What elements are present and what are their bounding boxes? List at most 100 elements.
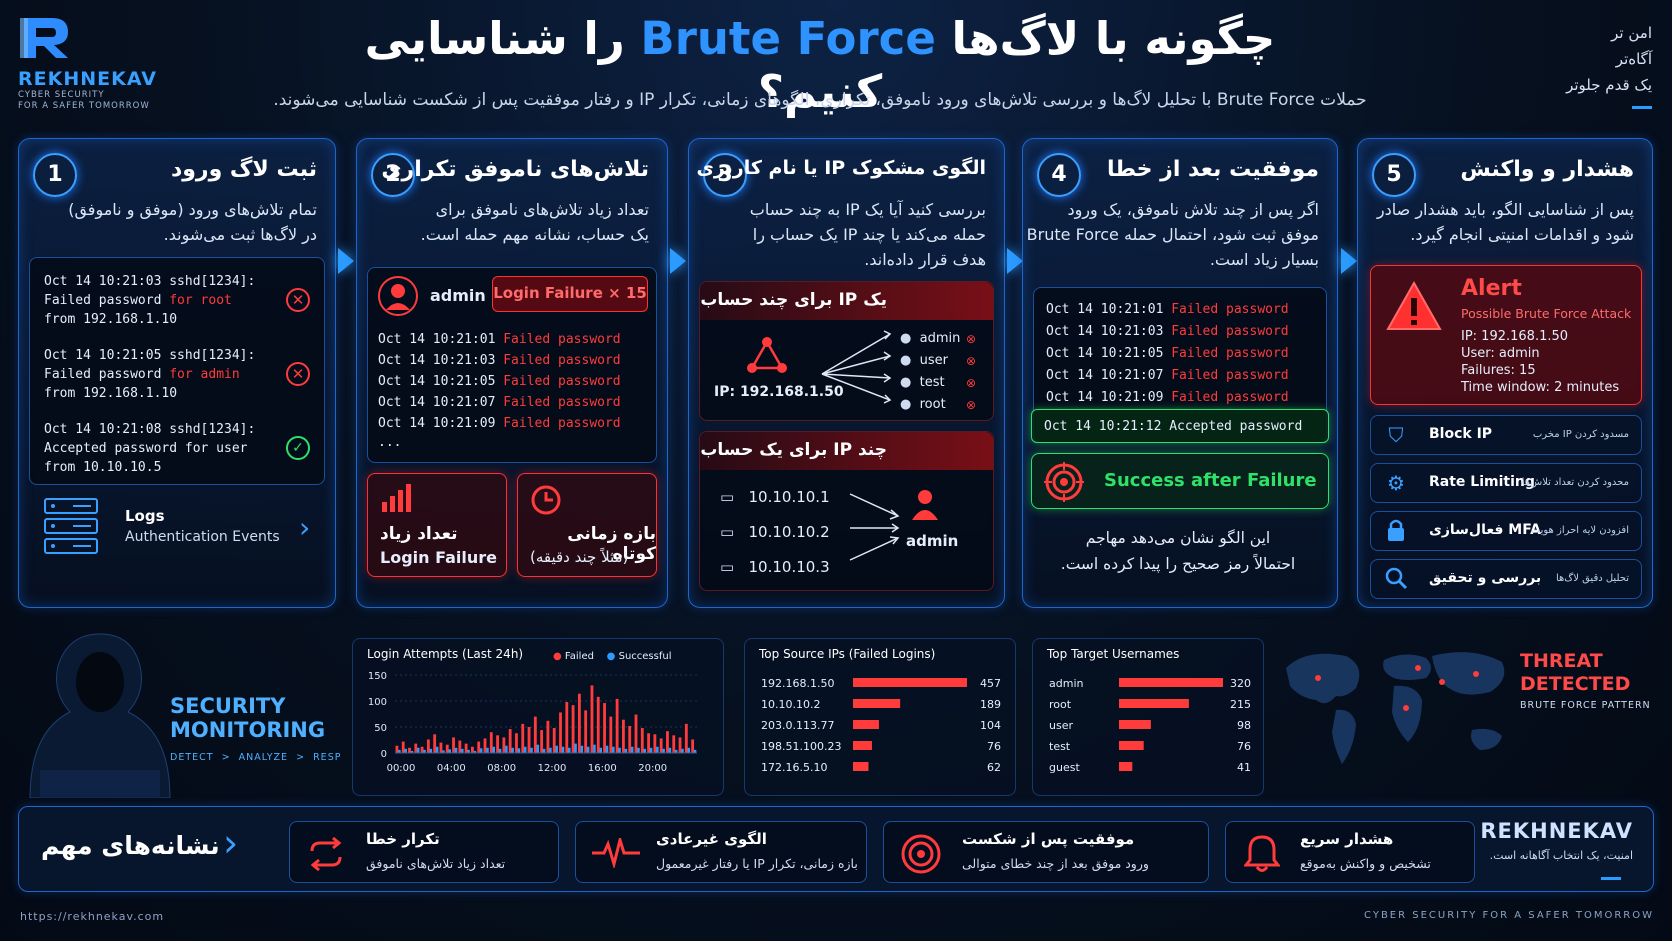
top-ips-card: Top Source IPs (Failed Logins) 192.168.1… [744, 638, 1016, 796]
bar [1119, 720, 1151, 729]
alert-subtitle: Possible Brute Force Attack [1461, 306, 1632, 321]
brand-name: REKHNEKAV [18, 68, 157, 90]
failed-bar [596, 696, 600, 753]
box-title: چند IP برای یک حساب [700, 440, 887, 460]
failed-bar [521, 723, 525, 753]
bar-value-label: 98 [1237, 719, 1251, 732]
successful-bar [649, 747, 653, 753]
successful-bar [542, 748, 546, 753]
failed-bar [477, 741, 481, 753]
top-users-card: Top Target Usernames admin 320 root 215 user… [1032, 638, 1264, 796]
log-ellipsis: ... [378, 435, 402, 450]
successful-bar [574, 743, 577, 753]
bar-value-label: 41 [1237, 761, 1251, 774]
indicator-anomaly: الگوی غیرعادی بازه زمانی، تکرار IP یا رف… [575, 821, 867, 883]
successful-bar [681, 748, 684, 753]
world-map-icon [1286, 652, 1505, 764]
bar-chart-icon [382, 484, 411, 512]
successful-bar [435, 746, 439, 753]
user-row: ● root [900, 397, 946, 412]
box-title: یک IP برای چند حساب [700, 290, 887, 310]
step-number: 3 [703, 153, 747, 197]
fail-icon: ⊗ [966, 398, 977, 412]
failed-bar [452, 737, 455, 753]
action-sub: مسدود کردن IP مخرب [1532, 429, 1629, 440]
action-block-ip[interactable]: ⛉ Block IP مسدود کردن IP مخرب [1370, 415, 1642, 455]
indicators-strip: نشانه‌های مهم › تکرار خطا تعداد زیاد تلا… [18, 806, 1654, 892]
step-description: پس از شناسایی الگو، باید هشدار صادر شود … [1377, 197, 1634, 247]
bar [853, 720, 879, 729]
action-investigate[interactable]: بررسی و تحقیق تحلیل دقیق لاگ‌ها [1370, 559, 1642, 599]
desc-line: در لاگ‌ها ثبت می‌شوند. [163, 225, 317, 244]
log-line: from 192.168.1.10 [44, 386, 178, 401]
failed-bar [609, 716, 613, 753]
bar-category-label: 172.16.5.10 [761, 761, 827, 774]
log-msg: Failed password [1171, 368, 1289, 383]
desc-line: هدف قرار داده‌اند. [864, 250, 986, 269]
indicator-title: تکرار خطا [366, 830, 440, 848]
bar-value-label: 320 [1230, 677, 1251, 690]
title-suffix: را شناسایی کنیم؟ [364, 12, 883, 118]
monitoring-title-line: MONITORING [170, 718, 326, 742]
bar-category-label: 198.51.100.23 [761, 740, 841, 753]
indicator-fast-alert: هشدار سریع تشخیص و واکنش به‌موقع [1225, 821, 1475, 883]
bar-value-label: 189 [980, 698, 1001, 711]
failed-bar [653, 734, 657, 753]
indicator-title: الگوی غیرعادی [656, 830, 767, 848]
step-number: 5 [1372, 153, 1416, 197]
alert-line: IP: 192.168.1.50 [1461, 329, 1569, 344]
failed-bar [414, 743, 418, 753]
alert-box: Alert Possible Brute Force Attack IP: 19… [1370, 265, 1642, 405]
monitoring-sub: DETECT > ANALYZE > RESPOND [170, 752, 340, 763]
chevron-right-icon[interactable]: › [299, 511, 311, 544]
successful-bar [467, 749, 470, 753]
ip-row: ▭ 10.10.10.2 [720, 523, 830, 541]
ip-address: 10.10.10.3 [748, 558, 830, 576]
footer-url[interactable]: https://rekhnekav.com [20, 910, 165, 923]
step-title: موفقیت بعد از خطا [1106, 157, 1319, 182]
ip-address: 10.10.10.2 [748, 523, 830, 541]
user-icon [912, 490, 938, 520]
failed-bar [533, 716, 537, 753]
successful-bar [662, 748, 665, 753]
log-list: Oct 14 10:21:01 Failed password Oct 14 1… [378, 330, 621, 452]
user-row: ● user [900, 353, 948, 368]
ip-address: 10.10.10.1 [748, 488, 830, 506]
log-line: from 192.168.1.10 [44, 312, 178, 327]
fanin-arrows [849, 493, 900, 561]
successful-bar [561, 746, 565, 753]
log-text: Failed password [44, 293, 162, 308]
desc-line: اگر پس از چند تلاش ناموفق، یک ورود [1067, 200, 1319, 219]
target-icon [1044, 462, 1084, 502]
log-user: for root [169, 293, 232, 308]
failed-bar [496, 735, 499, 753]
step-1-panel: 1 ثبت لاگ ورود تمام تلاش‌های ورود (موفق … [18, 138, 336, 608]
indicator-desc: تعداد زیاد تلاش‌های ناموفق [366, 856, 506, 871]
step-number: 4 [1037, 153, 1081, 197]
monitoring-title-line: SECURITY [170, 694, 286, 718]
desc-line: بسیار زیاد است. [1209, 250, 1319, 269]
shield-icon: ⛉ [1388, 423, 1404, 447]
log-msg: Failed password [1171, 324, 1289, 339]
log-entry: Oct 14 10:21:03 sshd[1234]: Failed passw… [44, 272, 255, 329]
x-tick-label: 00:00 [387, 763, 416, 774]
successful-bar [605, 745, 609, 753]
step-4-panel: 4 موفقیت بعد از خطا اگر پس از چند تلاش ن… [1022, 138, 1338, 608]
successful-bar [398, 749, 401, 753]
network-icon [747, 337, 787, 373]
log-entry: Oct 14 10:21:05 sshd[1234]: Failed passw… [44, 346, 255, 403]
bar [1119, 678, 1223, 687]
log-entry: Oct 14 10:21:08 sshd[1234]: Accepted pas… [44, 420, 255, 477]
fail-icon: ⊗ [966, 376, 977, 390]
action-enable-mfa[interactable]: فعال‌سازی MFA افزودن لایه احراز هویت [1370, 511, 1642, 551]
ip-row: ▭ 10.10.10.3 [720, 558, 830, 576]
successful-bar [454, 747, 458, 753]
ip-row: ▭ 10.10.10.1 [720, 488, 830, 506]
action-rate-limiting[interactable]: ⚙ Rate Limiting محدود کردن تعداد تلاش‌ها [1370, 463, 1642, 503]
accepted-log-row: Oct 14 10:21:12 Accepted password [1031, 409, 1329, 443]
fail-icon: ✕ [286, 362, 310, 386]
source-ip: IP: 192.168.1.50 [714, 384, 844, 400]
page-subtitle: حملات Brute Force با تحلیل لاگ‌ها و بررس… [273, 90, 1367, 110]
failed-bar [489, 732, 493, 753]
failed-bar [634, 714, 638, 753]
